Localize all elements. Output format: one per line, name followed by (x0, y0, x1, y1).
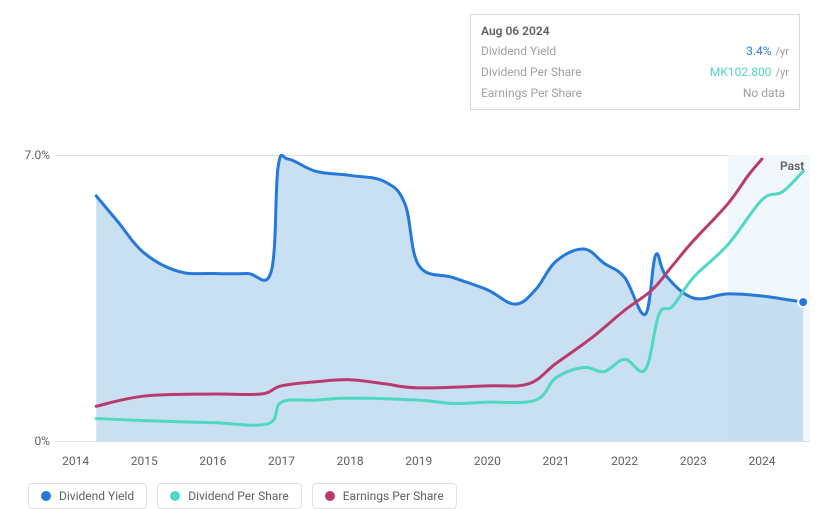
x-axis-tick: 2016 (199, 454, 226, 468)
tooltip-label: Dividend Yield (481, 41, 556, 62)
legend-swatch (170, 491, 180, 501)
tooltip-value: 3.4% (746, 41, 771, 61)
x-axis: 2014 2015 2016 2017 2018 2019 2020 2021 2022 2023… (55, 454, 810, 474)
tooltip-unit: /yr (776, 63, 789, 83)
legend-label: Dividend Per Share (188, 489, 289, 503)
x-axis-tick: 2015 (131, 454, 158, 468)
dividend-chart: Aug 06 2024 Dividend Yield 3.4% /yr Divi… (10, 10, 810, 500)
tooltip-row: Earnings Per Share No data (481, 83, 789, 103)
legend-item-dividend-per-share[interactable]: Dividend Per Share (157, 483, 302, 509)
tooltip-row: Dividend Per Share MK102.800 /yr (481, 62, 789, 83)
x-axis-tick: 2017 (268, 454, 295, 468)
x-axis-tick: 2024 (748, 454, 775, 468)
chart-tooltip: Aug 06 2024 Dividend Yield 3.4% /yr Divi… (470, 14, 800, 110)
tooltip-row: Dividend Yield 3.4% /yr (481, 41, 789, 62)
tooltip-date: Aug 06 2024 (481, 21, 550, 41)
x-axis-tick: 2023 (680, 454, 707, 468)
plot-area[interactable] (55, 155, 810, 441)
legend-item-dividend-yield[interactable]: Dividend Yield (28, 483, 147, 509)
legend-swatch (325, 491, 335, 501)
tooltip-value: No data (743, 83, 785, 103)
legend-label: Dividend Yield (59, 489, 134, 503)
legend-item-earnings-per-share[interactable]: Earnings Per Share (312, 483, 457, 509)
chart-svg (55, 155, 810, 441)
y-axis-tick-top: 7.0% (25, 148, 50, 162)
chart-legend: Dividend Yield Dividend Per Share Earnin… (28, 483, 457, 509)
tooltip-unit: /yr (776, 42, 789, 62)
x-axis-tick: 2022 (611, 454, 638, 468)
x-axis-tick: 2020 (474, 454, 501, 468)
x-axis-tick: 2014 (62, 454, 89, 468)
x-axis-tick: 2019 (405, 454, 432, 468)
past-region-label: Past (780, 159, 804, 173)
legend-swatch (41, 491, 51, 501)
y-axis-tick-bottom: 0% (34, 434, 50, 448)
x-axis-tick: 2021 (543, 454, 570, 468)
x-axis-tick: 2018 (337, 454, 364, 468)
legend-label: Earnings Per Share (343, 489, 444, 503)
tooltip-label: Dividend Per Share (481, 62, 582, 83)
tooltip-label: Earnings Per Share (481, 83, 582, 103)
tooltip-value: MK102.800 (710, 62, 772, 82)
gridline (55, 441, 810, 442)
